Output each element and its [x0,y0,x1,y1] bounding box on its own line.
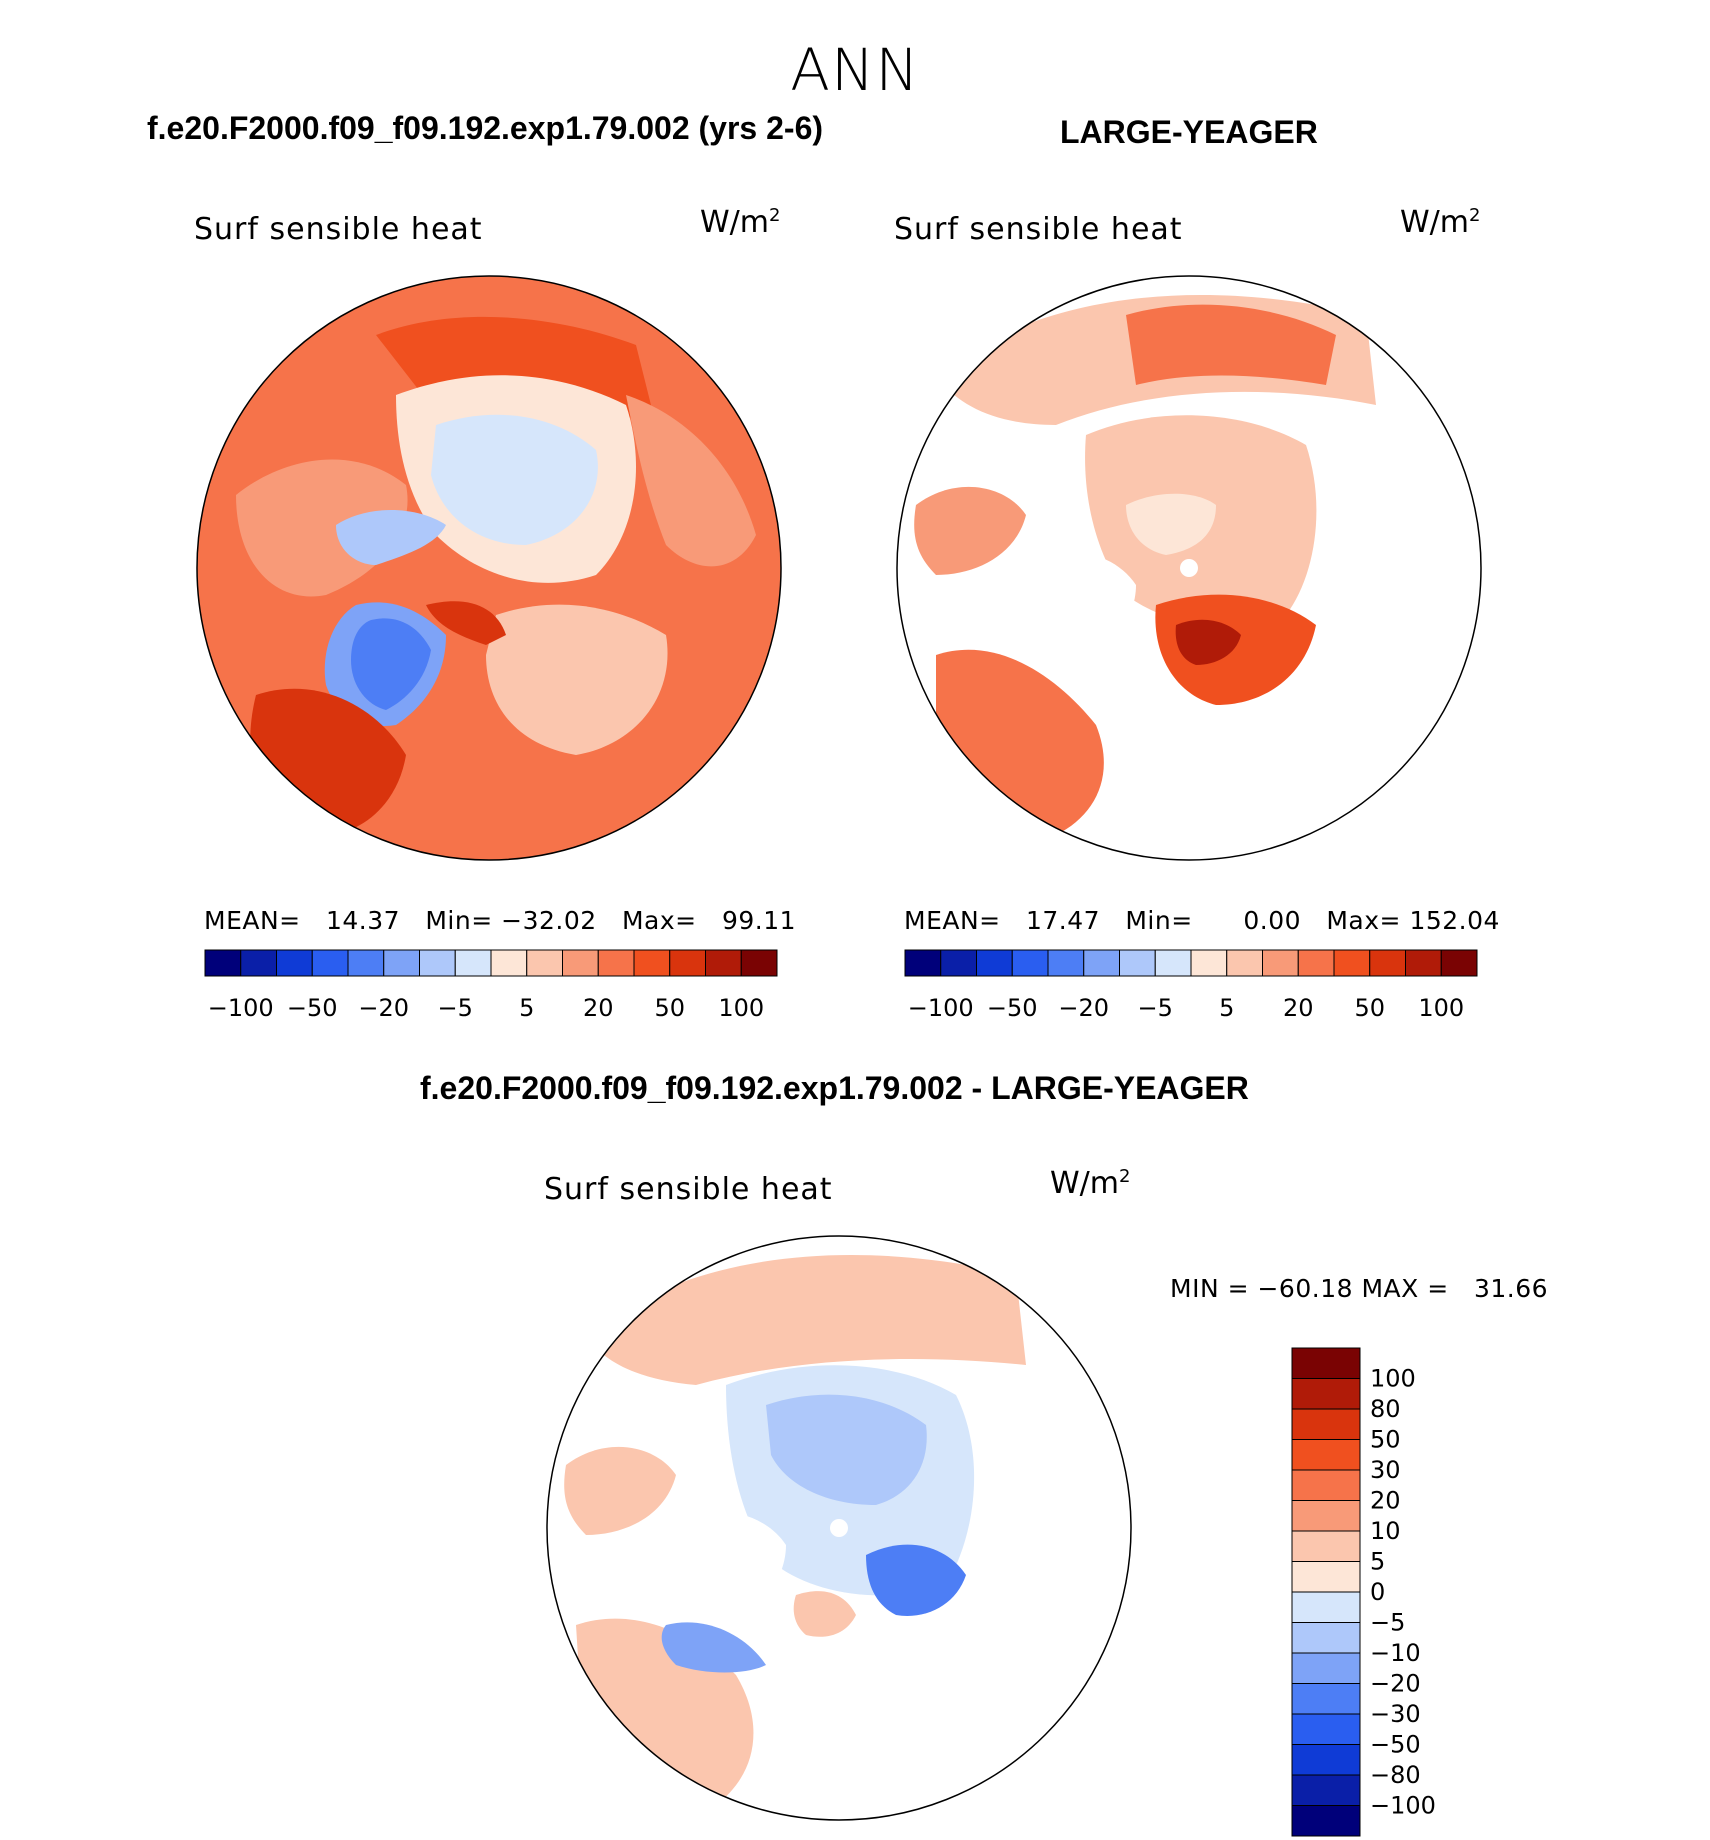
panel-1-colorbar-tick-label: 100 [718,994,764,1022]
diff-colorbar-swatch [1291,1439,1361,1471]
panel-2-colorbar-swatch [976,949,1013,977]
panel-1-header: f.e20.F2000.f09_f09.192.exp1.79.002 (yrs… [147,110,824,146]
panel-2-colorbar-tick-label: −100 [908,994,974,1022]
diff-colorbar-tick-label: 5 [1370,1548,1385,1576]
panel-1-colorbar-swatch [705,949,742,977]
diff-colorbar-tick-label: 20 [1370,1487,1401,1515]
diff-colorbar-tick-label: 80 [1370,1395,1401,1423]
panel-2-colorbar-tick-label: −5 [1138,994,1173,1022]
diff-panel-units: W/m2 [1050,1166,1131,1201]
panel-2-colorbar-swatch [940,949,977,977]
panel-1-colorbar-swatch [633,949,671,977]
panel-2-colorbar-tick-label: −50 [987,994,1038,1022]
panel-2-units: W/m2 [1400,205,1481,240]
panel-2-colorbar-swatch [1011,949,1049,977]
diff-colorbar-swatch [1291,1805,1361,1837]
panel-2-colorbar-tick-label: 5 [1219,994,1234,1022]
diff-colorbar-swatch [1291,1713,1361,1745]
diff-colorbar-swatch [1291,1530,1361,1562]
panel-1-colorbar-tick-label: −100 [208,994,274,1022]
panel-1-units: W/m2 [700,205,781,240]
diff-panel-header: f.e20.F2000.f09_f09.192.exp1.79.002 - LA… [420,1070,1249,1106]
diff-colorbar-swatch [1291,1683,1361,1715]
diff-panel-stats: MIN = −60.18 MAX = 31.66 [1170,1274,1549,1303]
diff-colorbar-swatch [1291,1744,1361,1776]
panel-2-colorbar-swatch [904,949,942,977]
panel-2-variable-label: Surf sensible heat [894,212,1183,247]
panel-1-colorbar-swatch [311,949,349,977]
panel-1-colorbar-tick-label: 50 [654,994,685,1022]
diff-colorbar-tick-label: 50 [1370,1426,1401,1454]
panel-1-colorbar-swatch [347,949,385,977]
panel-2-colorbar-swatch [1190,949,1228,977]
diff-colorbar-tick-label: −80 [1370,1761,1421,1789]
diff-colorbar-swatch [1291,1347,1361,1379]
diff-colorbar-swatch [1291,1561,1361,1593]
panel-1-colorbar-tick-label: −20 [358,994,409,1022]
diff-colorbar-swatch [1291,1652,1361,1684]
panel-2-colorbar-tick-label: 50 [1354,994,1385,1022]
panel-2-colorbar-swatch [1047,949,1085,977]
diff-colorbar-tick-label: −20 [1370,1670,1421,1698]
panel-1-colorbar-swatch [419,949,456,977]
panel-2-colorbar-swatch [1297,949,1335,977]
panel-2-colorbar-swatch [1119,949,1156,977]
diff-colorbar-tick-label: 0 [1370,1578,1385,1606]
panel-1-colorbar-swatch [276,949,313,977]
panel-2-colorbar-swatch [1083,949,1120,977]
panel-2-stats: MEAN= 17.47 Min= 0.00 Max= 152.04 [904,906,1500,935]
panel-1-colorbar-tick-label: −50 [287,994,338,1022]
panel-2-colorbar-tick-label: 20 [1283,994,1314,1022]
panel-2-colorbar-swatch [1440,949,1478,977]
diff-panel-variable-label: Surf sensible heat [544,1172,833,1207]
panel-2-colorbar: −100 −50 −20 −5 5 20 50 100 [904,949,1478,1022]
diff-colorbar-swatch [1291,1469,1361,1501]
diff-colorbar-tick-label: 100 [1370,1365,1416,1393]
panel-2-header: LARGE-YEAGER [1060,114,1318,150]
panel-2-colorbar-swatch [1369,949,1406,977]
diff-colorbar-tick-label: 30 [1370,1456,1401,1484]
panel-1-colorbar-swatch [454,949,492,977]
panel-2-colorbar-swatch [1154,949,1192,977]
panel-1-colorbar-swatch [740,949,778,977]
diff-colorbar-tick-label: −100 [1370,1792,1436,1820]
panel-2-colorbar-tick-label: 100 [1418,994,1464,1022]
diff-colorbar-swatch [1291,1378,1361,1410]
panel-1-colorbar-tick-label: 5 [519,994,534,1022]
panel-2-colorbar-swatch [1405,949,1442,977]
panel-1-colorbar-tick-label: 20 [583,994,614,1022]
diff-colorbar-tick-label: −5 [1370,1609,1405,1637]
diff-colorbar-swatch [1291,1774,1361,1806]
panel-1-colorbar-tick-label: −5 [438,994,473,1022]
diff-colorbar-tick-label: 10 [1370,1517,1401,1545]
diff-colorbar-swatch [1291,1622,1361,1654]
panel-1-colorbar-swatch [526,949,563,977]
panel-1-colorbar-swatch [597,949,635,977]
diff-colorbar-tick-label: −50 [1370,1731,1421,1759]
panel-1-colorbar-swatch [490,949,528,977]
season-title: ANN [790,36,920,104]
panel-1-colorbar-swatch [240,949,277,977]
panel-2-colorbar-tick-label: −20 [1058,994,1109,1022]
diff-colorbar-tick-label: −30 [1370,1700,1421,1728]
panel-2-polar-map [896,275,1482,861]
diff-panel-polar-map [546,1235,1132,1821]
diff-colorbar-tick-label: −10 [1370,1639,1421,1667]
panel-2-colorbar-swatch [1226,949,1263,977]
diff-colorbar-swatch [1291,1500,1361,1532]
panel-1-stats: MEAN= 14.37 Min= −32.02 Max= 99.11 [204,906,797,935]
panel-1-colorbar-swatch [204,949,242,977]
diff-colorbar-swatch [1291,1408,1361,1440]
panel-1-polar-map [196,275,782,861]
panel-1-colorbar-swatch [383,949,420,977]
panel-1-colorbar-swatch [669,949,706,977]
panel-1-colorbar: −100 −50 −20 −5 5 20 50 100 [204,949,778,1022]
panel-1-variable-label: Surf sensible heat [194,212,483,247]
diff-colorbar-swatch [1291,1591,1361,1623]
panel-2-colorbar-swatch [1333,949,1371,977]
panel-2-colorbar-swatch [1262,949,1299,977]
panel-1-colorbar-swatch [562,949,599,977]
